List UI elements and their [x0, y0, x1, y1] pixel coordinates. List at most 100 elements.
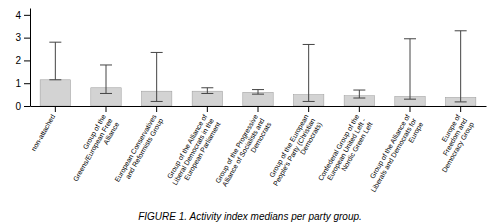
- error-line: [55, 42, 56, 80]
- x-tick-mark: [359, 106, 360, 112]
- x-tick-label: Confederal Group of theEuropean United L…: [317, 113, 374, 190]
- error-bar: [303, 44, 315, 101]
- error-cap-low: [455, 101, 467, 102]
- error-bar: [151, 52, 163, 101]
- x-tick-label-line: European Conservatives: [113, 113, 159, 184]
- y-tick-mark: [24, 60, 30, 61]
- y-tick-mark: [24, 83, 30, 84]
- error-line: [258, 90, 259, 95]
- x-tick-label-line: Democrats): [299, 121, 324, 156]
- y-tick-label: 4: [15, 10, 21, 21]
- x-tick: Confederal Group of theEuropean United L…: [317, 106, 374, 189]
- error-cap-high: [404, 38, 416, 39]
- x-tick-label-line: People's Party (Christian: [272, 117, 317, 188]
- x-tick: European Conservativesand Reformists Gro…: [113, 106, 165, 187]
- marks: [40, 31, 476, 106]
- x-tick-label-line: non-attached: [30, 113, 57, 152]
- y-tick-mark: [24, 38, 30, 39]
- x-tick-label-line: Alliance of Socialists and: [221, 117, 266, 188]
- y-tick: 4: [15, 10, 30, 21]
- x-tick-mark: [460, 106, 461, 112]
- x-tick-label: Group of the Alliance ofLiberals and Dem…: [363, 113, 426, 198]
- x-tick-mark: [156, 106, 157, 112]
- bar: [192, 91, 222, 106]
- error-line: [410, 39, 411, 99]
- y-tick-mark: [24, 15, 30, 16]
- y-tick: 2: [15, 55, 30, 66]
- x-tick-label: Group of the ProgressiveAlliance of Soci…: [214, 113, 273, 192]
- x-tick: Group of theGreens/European FreeAlliance: [65, 106, 120, 186]
- x-tick-label-line: Liberals and Democrats for: [370, 117, 418, 194]
- error-cap-high: [455, 30, 467, 31]
- title: FIGURE 1. Activity index medians per par…: [138, 211, 362, 222]
- x-tick-label: Europe ofFreedom andDemocracy Group: [427, 113, 476, 174]
- x-tick-label-line: and Reformists Group: [124, 117, 165, 180]
- y-tick: 3: [15, 32, 30, 43]
- x-tick-label: Group of the EuropeanPeople's Party (Chr…: [265, 113, 324, 191]
- x-tick-mark: [410, 106, 411, 112]
- bar: [40, 80, 70, 106]
- error-cap-high: [49, 42, 61, 43]
- error-cap-low: [353, 98, 365, 99]
- x-tick: Group of the Alliance ofLiberals and Dem…: [363, 106, 426, 198]
- error-bar: [353, 90, 365, 98]
- error-bar: [49, 42, 61, 80]
- error-cap-high: [353, 90, 365, 91]
- error-cap-low: [404, 99, 416, 100]
- x-axis: non-attached Group of theGreens/European …: [30, 106, 487, 198]
- x-tick-label-line: Group of the Alliance of: [369, 113, 412, 180]
- chart: 0 1 2 3 4 non-attached Group of theGreens/Euro…: [0, 0, 500, 224]
- error-cap-low: [252, 94, 264, 95]
- y-tick-label: 3: [15, 32, 21, 43]
- x-tick-label-line: European Parliament: [183, 121, 223, 182]
- x-tick-mark: [258, 106, 259, 112]
- bar: [243, 92, 273, 106]
- error-line: [207, 88, 208, 94]
- x-tick-label-line: Europe: [407, 121, 425, 145]
- y-axis-line: [30, 9, 31, 107]
- y-tick: 0: [15, 101, 30, 112]
- x-tick-mark: [308, 106, 309, 112]
- y-tick-label: 0: [15, 101, 21, 112]
- error-cap-high: [303, 44, 315, 45]
- error-bar: [252, 90, 264, 95]
- x-tick: Europe ofFreedom andDemocracy Group: [427, 106, 476, 174]
- x-tick-mark: [207, 106, 208, 112]
- x-tick-label-line: Alliance: [102, 121, 120, 146]
- error-line: [106, 65, 107, 93]
- error-line: [359, 90, 360, 98]
- x-tick-label: non-attached: [30, 113, 57, 152]
- error-cap-low: [100, 93, 112, 94]
- x-tick: non-attached: [30, 106, 57, 152]
- x-tick-mark: [106, 106, 107, 112]
- x-tick-label-line: Greens/European Free: [72, 117, 115, 183]
- error-cap-high: [151, 52, 163, 53]
- x-tick-label-line: Nordic Green Left: [340, 121, 374, 172]
- x-tick-label-line: Democrats: [249, 120, 272, 153]
- y-tick-label: 1: [15, 78, 21, 89]
- error-line: [308, 44, 309, 101]
- error-bar: [404, 39, 416, 99]
- error-line: [460, 31, 461, 102]
- x-tick: Group of the Alliance ofLiberal Democrat…: [164, 106, 222, 191]
- error-bar: [455, 31, 467, 102]
- error-cap-low: [201, 93, 213, 94]
- y-tick-mark: [24, 106, 30, 107]
- y-tick: 1: [15, 78, 30, 89]
- x-tick-label-line: Liberal Democrats in the: [171, 117, 215, 186]
- error-line: [156, 52, 157, 101]
- error-cap-high: [201, 87, 213, 88]
- y-tick-label: 2: [15, 55, 21, 66]
- x-tick-mark: [55, 106, 56, 112]
- error-cap-low: [303, 101, 315, 102]
- error-cap-low: [151, 101, 163, 102]
- error-cap-high: [252, 89, 264, 90]
- error-bar: [100, 65, 112, 93]
- error-cap-high: [100, 64, 112, 65]
- x-tick: Group of the EuropeanPeople's Party (Chr…: [265, 106, 324, 191]
- error-cap-low: [49, 79, 61, 80]
- x-tick-label-line: Democracy Group: [441, 121, 476, 174]
- error-bar: [201, 88, 213, 94]
- x-tick-label: Group of theGreens/European FreeAlliance: [65, 113, 120, 186]
- x-tick-label-line: European United Left -: [326, 116, 368, 182]
